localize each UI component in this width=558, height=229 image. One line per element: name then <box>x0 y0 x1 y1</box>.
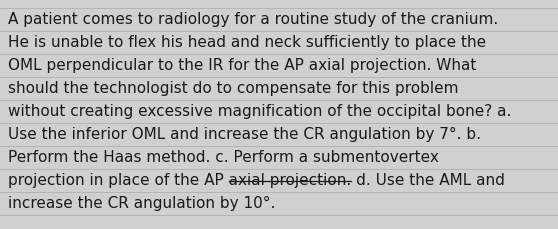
Text: Use the inferior OML and increase the CR angulation by 7°. b.: Use the inferior OML and increase the CR… <box>8 126 481 141</box>
Text: projection in place of the AP axial projection. d. Use the AML and: projection in place of the AP axial proj… <box>8 172 505 187</box>
Text: A patient comes to radiology for a routine study of the cranium.: A patient comes to radiology for a routi… <box>8 12 498 27</box>
Text: He is unable to flex his head and neck sufficiently to place the: He is unable to flex his head and neck s… <box>8 35 486 50</box>
Text: Perform the Haas method. c. Perform a submentovertex: Perform the Haas method. c. Perform a su… <box>8 149 439 164</box>
Text: without creating excessive magnification of the occipital bone? a.: without creating excessive magnification… <box>8 104 511 118</box>
Text: should the technologist do to compensate for this problem: should the technologist do to compensate… <box>8 81 459 95</box>
Text: OML perpendicular to the IR for the AP axial projection. What: OML perpendicular to the IR for the AP a… <box>8 58 477 73</box>
Text: increase the CR angulation by 10°.: increase the CR angulation by 10°. <box>8 195 276 210</box>
